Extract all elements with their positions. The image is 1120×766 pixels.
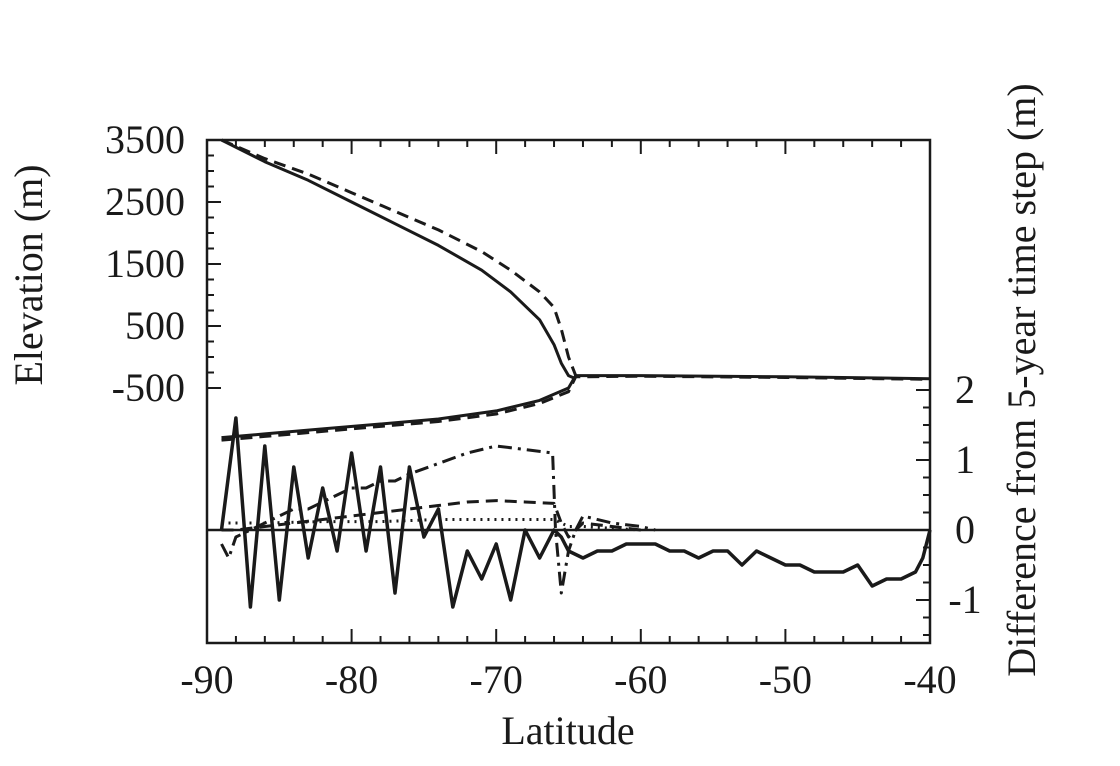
plot-area — [207, 138, 932, 609]
x-tick-label: -80 — [325, 657, 378, 702]
x-tick-label: -50 — [759, 657, 812, 702]
difference-series-line-2-dash-dot — [220, 444, 656, 595]
difference-tick-label: 0 — [955, 507, 975, 552]
x-tick-label: -90 — [180, 657, 233, 702]
x-tick-label: -70 — [470, 657, 523, 702]
difference-tick-label: 1 — [955, 437, 975, 482]
tick-labels: -90 -80 -70 -60 -50 -40 3500 2500 1500 500 -500 2 1 0… — [105, 117, 982, 702]
elevation-series-line-4-dashed — [221, 374, 931, 442]
tick-marks — [206, 139, 931, 643]
elevation-series-line-1-solid — [220, 138, 577, 381]
plot-frame — [205, 138, 932, 645]
elevation-tick-label: 1500 — [105, 241, 185, 286]
x-tick-label: -40 — [903, 657, 956, 702]
difference-tick-label: 2 — [955, 367, 975, 412]
difference-series-line-1-solid — [219, 416, 932, 609]
elevation-tick-label: 3500 — [105, 117, 185, 162]
x-tick-label: -60 — [614, 657, 667, 702]
difference-series-line-3-dashed — [221, 499, 641, 539]
left-y-axis-title: Elevation (m) — [6, 164, 51, 385]
elevation-series-line-2-dashed — [220, 138, 584, 381]
right-y-axis-title: Difference from 5-year time step (m) — [999, 83, 1044, 676]
difference-series-line-4-dotted — [221, 518, 641, 532]
elevation-tick-label: 500 — [125, 303, 185, 348]
x-axis-title: Latitude — [501, 708, 634, 753]
elevation-tick-label: 2500 — [105, 179, 185, 224]
elevation-tick-label: -500 — [112, 365, 185, 410]
difference-tick-label: -1 — [948, 577, 981, 622]
